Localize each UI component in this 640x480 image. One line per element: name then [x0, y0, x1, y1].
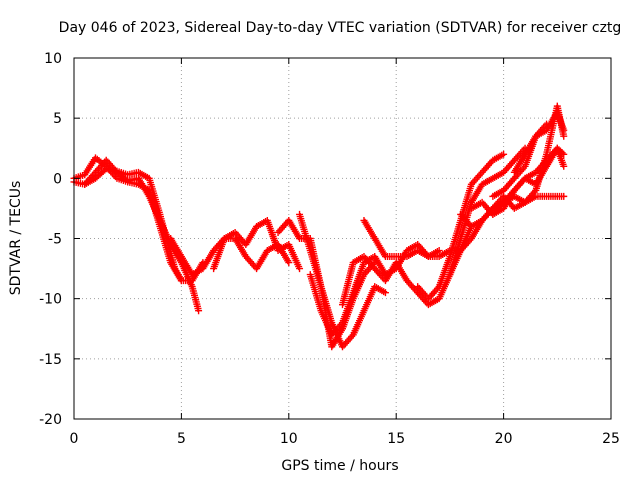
- data-point-marker: [500, 150, 508, 158]
- data-point-marker: [285, 259, 293, 267]
- data-point-marker: [195, 307, 203, 315]
- series-track-4: [167, 235, 293, 279]
- y-tick-label: 10: [44, 51, 62, 67]
- data-point-marker: [296, 265, 304, 273]
- x-tick-label: 20: [495, 431, 513, 447]
- y-tick-label: -15: [39, 352, 62, 368]
- y-axis-label: SDTVAR / TECUs: [8, 181, 24, 296]
- data-point-marker: [560, 192, 568, 200]
- axes: 0 5 10 15 20 25 -20 -15 -10 -5 0 5 10: [39, 51, 620, 447]
- series-track-8: [306, 241, 443, 339]
- series-track-11: [414, 150, 508, 303]
- x-axis-label: GPS time / hours: [281, 458, 398, 474]
- series-track-17: [521, 102, 568, 206]
- x-tick-label: 15: [387, 431, 405, 447]
- y-tick-label: 0: [53, 171, 62, 187]
- y-tick-label: -10: [39, 292, 62, 308]
- y-tick-label: -20: [39, 412, 62, 428]
- data-point-marker: [560, 162, 568, 170]
- chart-title: Day 046 of 2023, Sidereal Day-to-day VTE…: [59, 20, 622, 36]
- y-tick-label: -5: [48, 232, 62, 248]
- x-tick-label: 5: [177, 431, 186, 447]
- data-points: [70, 102, 568, 351]
- series-track-3: [81, 165, 207, 285]
- data-point-marker: [381, 289, 389, 297]
- data-point-marker: [435, 247, 443, 255]
- series-track-15: [489, 144, 568, 218]
- x-tick-label: 25: [602, 431, 620, 447]
- data-point-marker: [560, 132, 568, 140]
- data-point-marker: [543, 120, 551, 128]
- series-track-5: [210, 216, 304, 273]
- x-tick-label: 0: [70, 431, 79, 447]
- series-track-18: [489, 120, 551, 200]
- series-track-7: [296, 210, 389, 351]
- x-tick-label: 10: [280, 431, 298, 447]
- y-tick-label: 5: [53, 111, 62, 127]
